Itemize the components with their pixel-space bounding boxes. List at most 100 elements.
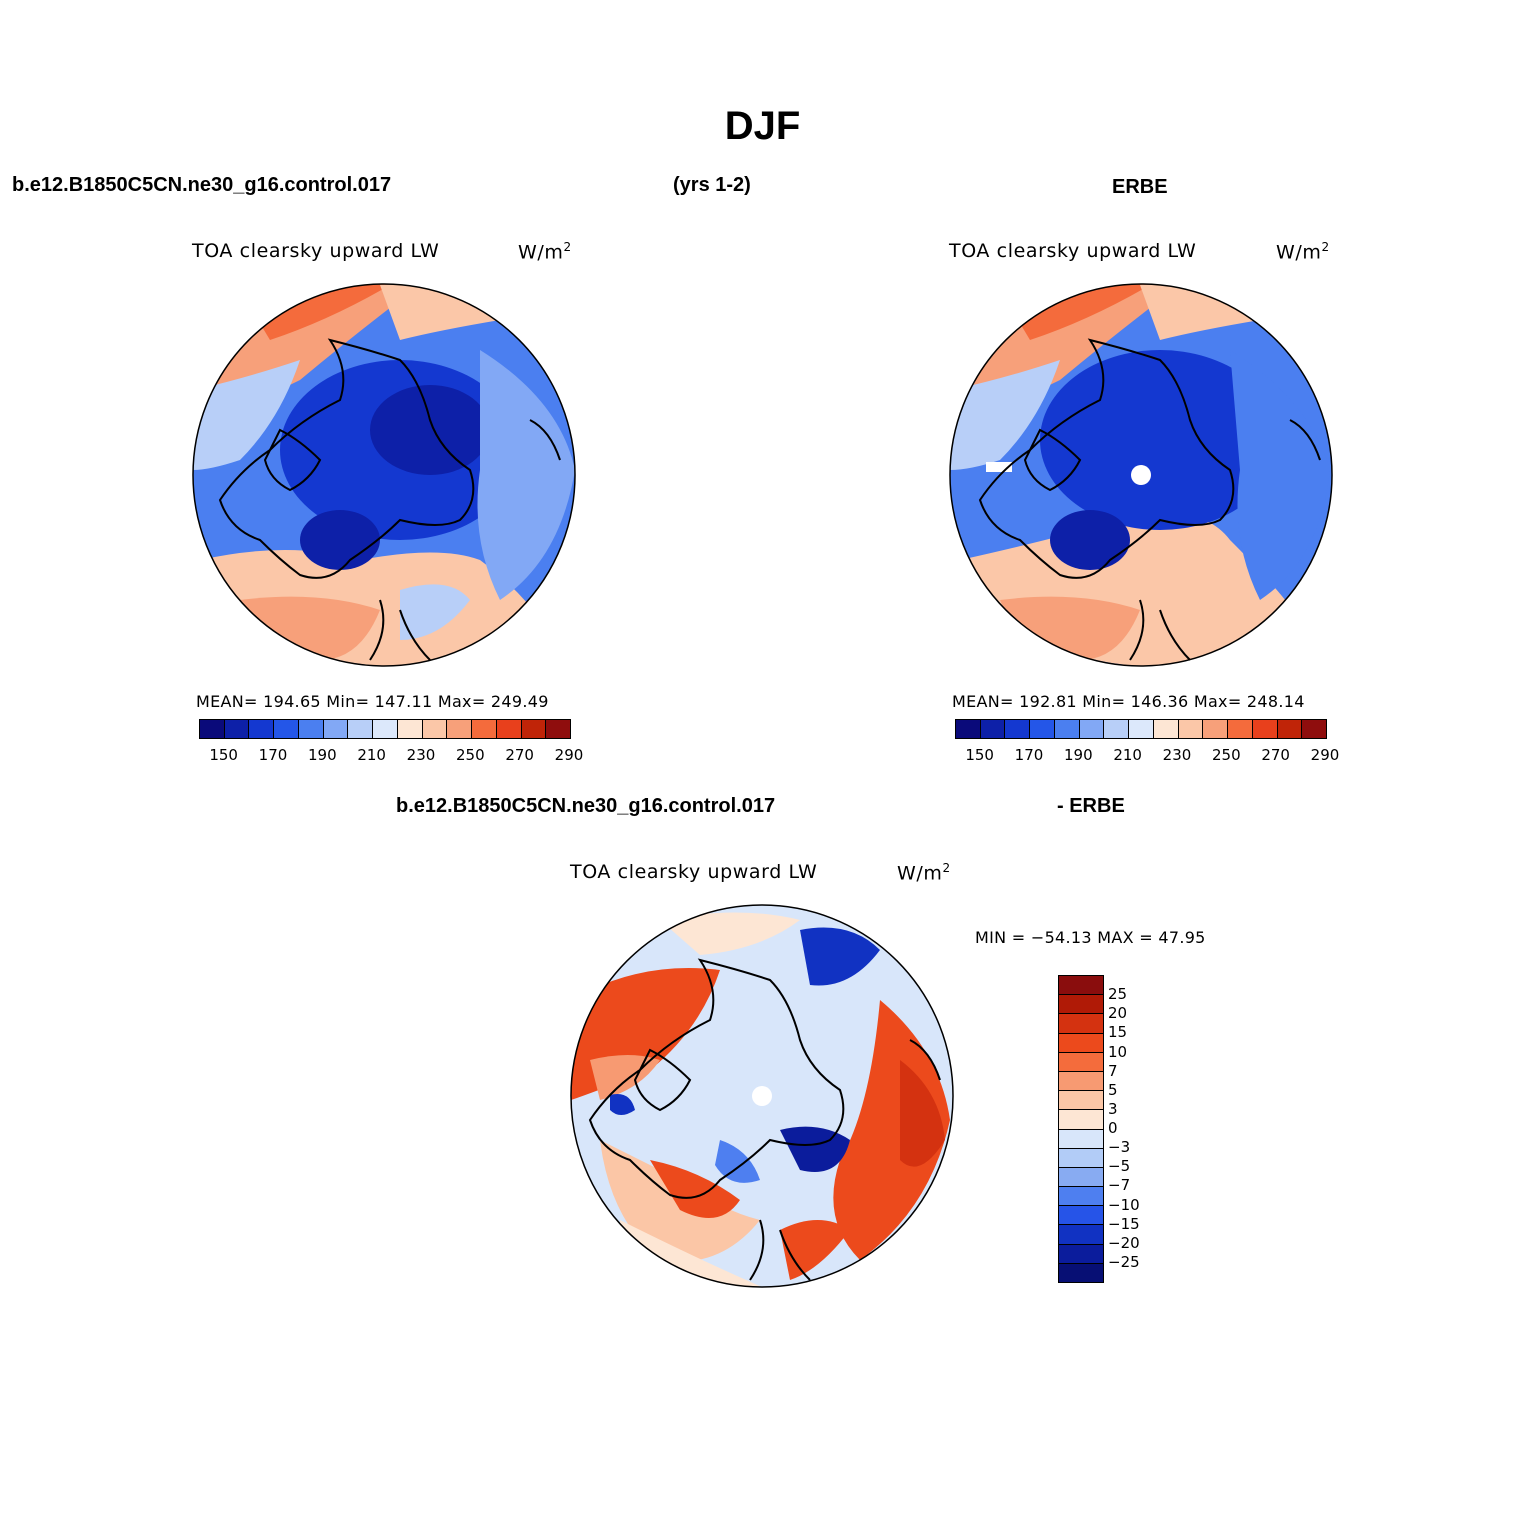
diff-units: W/m2 — [897, 861, 951, 885]
obs-colorbar-swatch — [1302, 720, 1327, 738]
diff-colorbar-swatch — [1059, 1052, 1103, 1072]
obs-colorbar-tick-label: 170 — [1014, 746, 1044, 764]
obs-colorbar-swatch — [956, 720, 981, 738]
diff-colorbar-swatch — [1059, 1071, 1103, 1092]
obs-colorbar-swatch — [1228, 720, 1253, 738]
years-label: (yrs 1-2) — [673, 174, 751, 196]
model-colorbar-swatch — [224, 720, 250, 738]
diff-coastlines — [588, 958, 941, 1281]
diff-colorbar-swatch — [1059, 1263, 1103, 1282]
obs-colorbar-swatch — [1203, 720, 1229, 738]
model-colorbar-tick-label: 150 — [209, 746, 238, 764]
model-coastlines — [218, 338, 561, 661]
diff-colorbar-tick-label: −25 — [1108, 1252, 1140, 1271]
diff-colorbar-swatch — [1059, 1129, 1103, 1149]
obs-colorbar-swatch — [1104, 720, 1130, 738]
diff-colorbar-tick-label: −7 — [1108, 1176, 1131, 1195]
obs-colorbar-swatch — [1079, 720, 1105, 738]
model-polar-map — [193, 284, 575, 666]
obs-stats: MEAN= 192.81 Min= 146.36 Max= 248.14 — [952, 692, 1305, 711]
obs-name: ERBE — [1112, 176, 1168, 198]
diff-colorbar-swatch — [1059, 1033, 1103, 1053]
model-colorbar-swatch — [274, 720, 299, 738]
diff-colorbar-tick-label: −20 — [1108, 1233, 1140, 1252]
model-stats: MEAN= 194.65 Min= 147.11 Max= 249.49 — [196, 692, 549, 711]
obs-colorbar-tick-label: 250 — [1212, 746, 1241, 764]
model-colorbar-swatch — [298, 720, 324, 738]
model-colorbar-swatch — [397, 720, 423, 738]
model-colorbar-swatch — [546, 720, 571, 738]
diff-colorbar-tick-label: 0 — [1108, 1119, 1118, 1137]
diff-colorbar-tick-label: −10 — [1108, 1195, 1140, 1214]
obs-colorbar-tick-label: 290 — [1310, 746, 1340, 764]
model-colorbar-swatch — [447, 720, 473, 738]
model-colorbar-swatch — [422, 720, 448, 738]
diff-case-name: b.e12.B1850C5CN.ne30_g16.control.017 — [396, 795, 776, 817]
obs-colorbar — [955, 719, 1327, 739]
diff-colorbar-swatch — [1059, 1244, 1103, 1264]
diff-colorbar-tick-label: 20 — [1108, 1004, 1128, 1023]
model-colorbar-tick-label: 290 — [554, 746, 584, 764]
diff-colorbar-swatch — [1059, 1110, 1103, 1130]
diff-obs-name: - ERBE — [1057, 795, 1125, 817]
model-colorbar-swatch — [496, 720, 522, 738]
model-colorbar-swatch — [348, 720, 374, 738]
model-colorbar — [199, 719, 571, 739]
case-name: b.e12.B1850C5CN.ne30_g16.control.017 — [12, 174, 392, 196]
obs-colorbar-swatch — [980, 720, 1006, 738]
diff-colorbar-tick-label: 15 — [1108, 1023, 1128, 1042]
diff-colorbar-swatch — [1059, 976, 1103, 996]
diff-colorbar-swatch — [1059, 1167, 1103, 1188]
obs-colorbar-swatch — [1054, 720, 1080, 738]
model-colorbar-tick-label: 190 — [308, 746, 337, 764]
diff-variable-title: TOA clearsky upward LW — [570, 861, 818, 883]
diff-colorbar-swatch — [1059, 1225, 1103, 1245]
model-colorbar-swatch — [521, 720, 547, 738]
diff-colorbar-swatch — [1059, 1187, 1103, 1207]
obs-variable-title: TOA clearsky upward LW — [949, 240, 1197, 262]
obs-colorbar-tick-label: 270 — [1261, 746, 1290, 764]
model-colorbar-swatch — [249, 720, 275, 738]
obs-colorbar-swatch — [1030, 720, 1055, 738]
obs-polar-map — [950, 284, 1332, 666]
obs-colorbar-tick-label: 230 — [1162, 746, 1192, 764]
diff-colorbar — [1058, 975, 1104, 1283]
diff-colorbar-swatch — [1059, 995, 1103, 1015]
model-colorbar-tick-label: 250 — [456, 746, 485, 764]
diff-colorbar-swatch — [1059, 1148, 1103, 1168]
obs-units: W/m2 — [1276, 240, 1330, 264]
diff-colorbar-swatch — [1059, 1014, 1103, 1034]
diff-colorbar-tick-label: 5 — [1108, 1080, 1118, 1099]
main-title: DJF — [724, 104, 801, 148]
model-colorbar-tick-label: 210 — [357, 746, 386, 764]
obs-colorbar-swatch — [1153, 720, 1179, 738]
diff-colorbar-tick-label: 3 — [1108, 1099, 1118, 1118]
model-colorbar-swatch — [200, 720, 225, 738]
model-colorbar-swatch — [373, 720, 398, 738]
obs-colorbar-tick-label: 150 — [965, 746, 994, 764]
diff-colorbar-tick-label: −15 — [1108, 1214, 1140, 1233]
obs-colorbar-swatch — [1252, 720, 1278, 738]
model-colorbar-swatch — [472, 720, 497, 738]
model-colorbar-tick-label: 230 — [406, 746, 436, 764]
model-colorbar-tick-label: 270 — [505, 746, 534, 764]
obs-coastlines — [978, 338, 1321, 661]
obs-colorbar-tick-label: 210 — [1113, 746, 1142, 764]
diff-colorbar-tick-label: 25 — [1108, 985, 1128, 1004]
model-variable-title: TOA clearsky upward LW — [192, 240, 440, 262]
diff-stats: MIN = −54.13 MAX = 47.95 — [975, 928, 1206, 947]
model-units: W/m2 — [518, 240, 572, 264]
model-colorbar-swatch — [323, 720, 349, 738]
obs-colorbar-swatch — [1005, 720, 1031, 738]
diff-colorbar-tick-label: −5 — [1108, 1157, 1131, 1176]
model-colorbar-tick-label: 170 — [258, 746, 288, 764]
diff-colorbar-tick-label: −3 — [1108, 1138, 1131, 1157]
diff-colorbar-tick-label: 10 — [1108, 1042, 1128, 1061]
diff-colorbar-swatch — [1059, 1206, 1103, 1226]
diff-colorbar-tick-label: 7 — [1108, 1061, 1118, 1080]
obs-colorbar-tick-label: 190 — [1064, 746, 1093, 764]
diff-colorbar-swatch — [1059, 1091, 1103, 1111]
obs-colorbar-swatch — [1178, 720, 1204, 738]
obs-colorbar-swatch — [1129, 720, 1154, 738]
